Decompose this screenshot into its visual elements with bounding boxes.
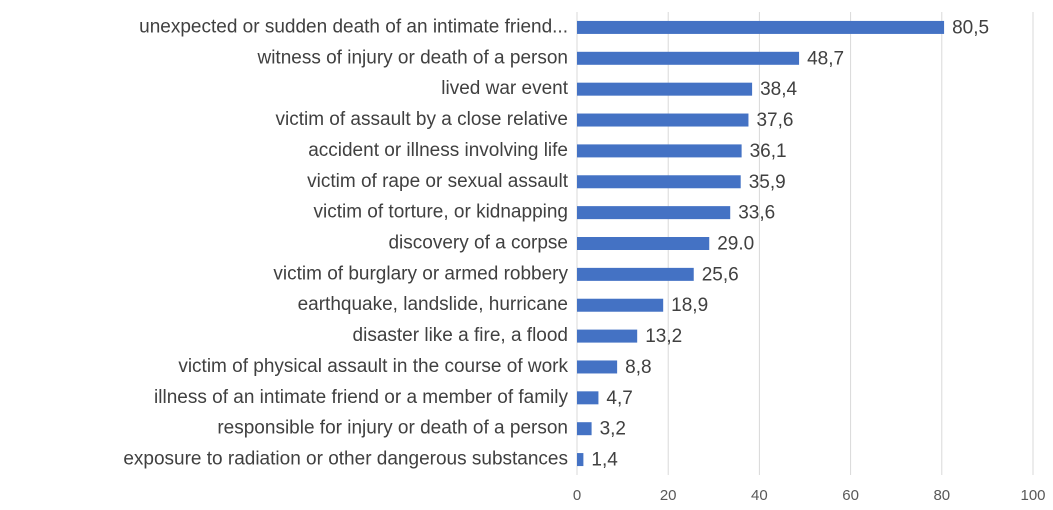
category-label: responsible for injury or death of a per… (217, 418, 568, 439)
value-label: 35,9 (749, 172, 786, 193)
bar (577, 175, 741, 189)
value-label: 80,5 (952, 17, 989, 38)
x-tick-label: 20 (660, 487, 677, 504)
category-label: illness of an intimate friend or a membe… (154, 387, 568, 408)
category-label: unexpected or sudden death of an intimat… (139, 16, 568, 37)
x-tick-label: 0 (573, 487, 581, 504)
bar (577, 82, 753, 96)
category-label: earthquake, landslide, hurricane (298, 294, 568, 315)
bar (577, 20, 945, 34)
category-label: victim of rape or sexual assault (307, 171, 569, 192)
value-label: 1,4 (591, 450, 618, 471)
bar (577, 237, 710, 250)
bar (577, 360, 618, 374)
value-label: 36,1 (750, 141, 787, 162)
value-label: 48,7 (807, 48, 844, 69)
value-label: 3,2 (600, 419, 626, 440)
category-label: disaster like a fire, a flood (353, 325, 568, 346)
category-label: lived war event (441, 78, 568, 99)
value-label: 18,9 (671, 295, 708, 316)
value-label: 13,2 (645, 326, 682, 347)
x-tick-label: 60 (842, 487, 859, 504)
bar (577, 113, 749, 127)
x-tick-label: 80 (933, 487, 950, 504)
x-tick-label: 40 (751, 487, 768, 504)
value-label: 8,8 (625, 357, 651, 378)
bar (577, 391, 599, 405)
category-label: exposure to radiation or other dangerous… (123, 449, 568, 470)
category-label: victim of physical assault in the course… (178, 356, 568, 377)
x-tick-label: 100 (1020, 487, 1045, 504)
bar (577, 453, 584, 467)
category-label: accident or illness involving life (308, 140, 568, 161)
category-label: discovery of a corpse (388, 233, 568, 254)
bar (577, 422, 592, 436)
category-label: witness of injury or death of a person (256, 47, 568, 68)
value-label: 4,7 (606, 388, 632, 409)
bar (577, 144, 742, 158)
bar (577, 206, 731, 220)
category-label: victim of assault by a close relative (275, 109, 568, 130)
category-label: victim of torture, or kidnapping (313, 202, 568, 223)
value-label: 37,6 (756, 110, 793, 131)
value-label: 25,6 (702, 264, 739, 285)
value-label: 38,4 (760, 79, 797, 100)
bar (577, 298, 664, 312)
bar (577, 51, 800, 65)
bar (577, 267, 694, 281)
value-label: 33,6 (738, 203, 775, 224)
value-label: 29.0 (717, 234, 754, 255)
bar (577, 329, 638, 343)
category-label: victim of burglary or armed robbery (273, 263, 568, 284)
